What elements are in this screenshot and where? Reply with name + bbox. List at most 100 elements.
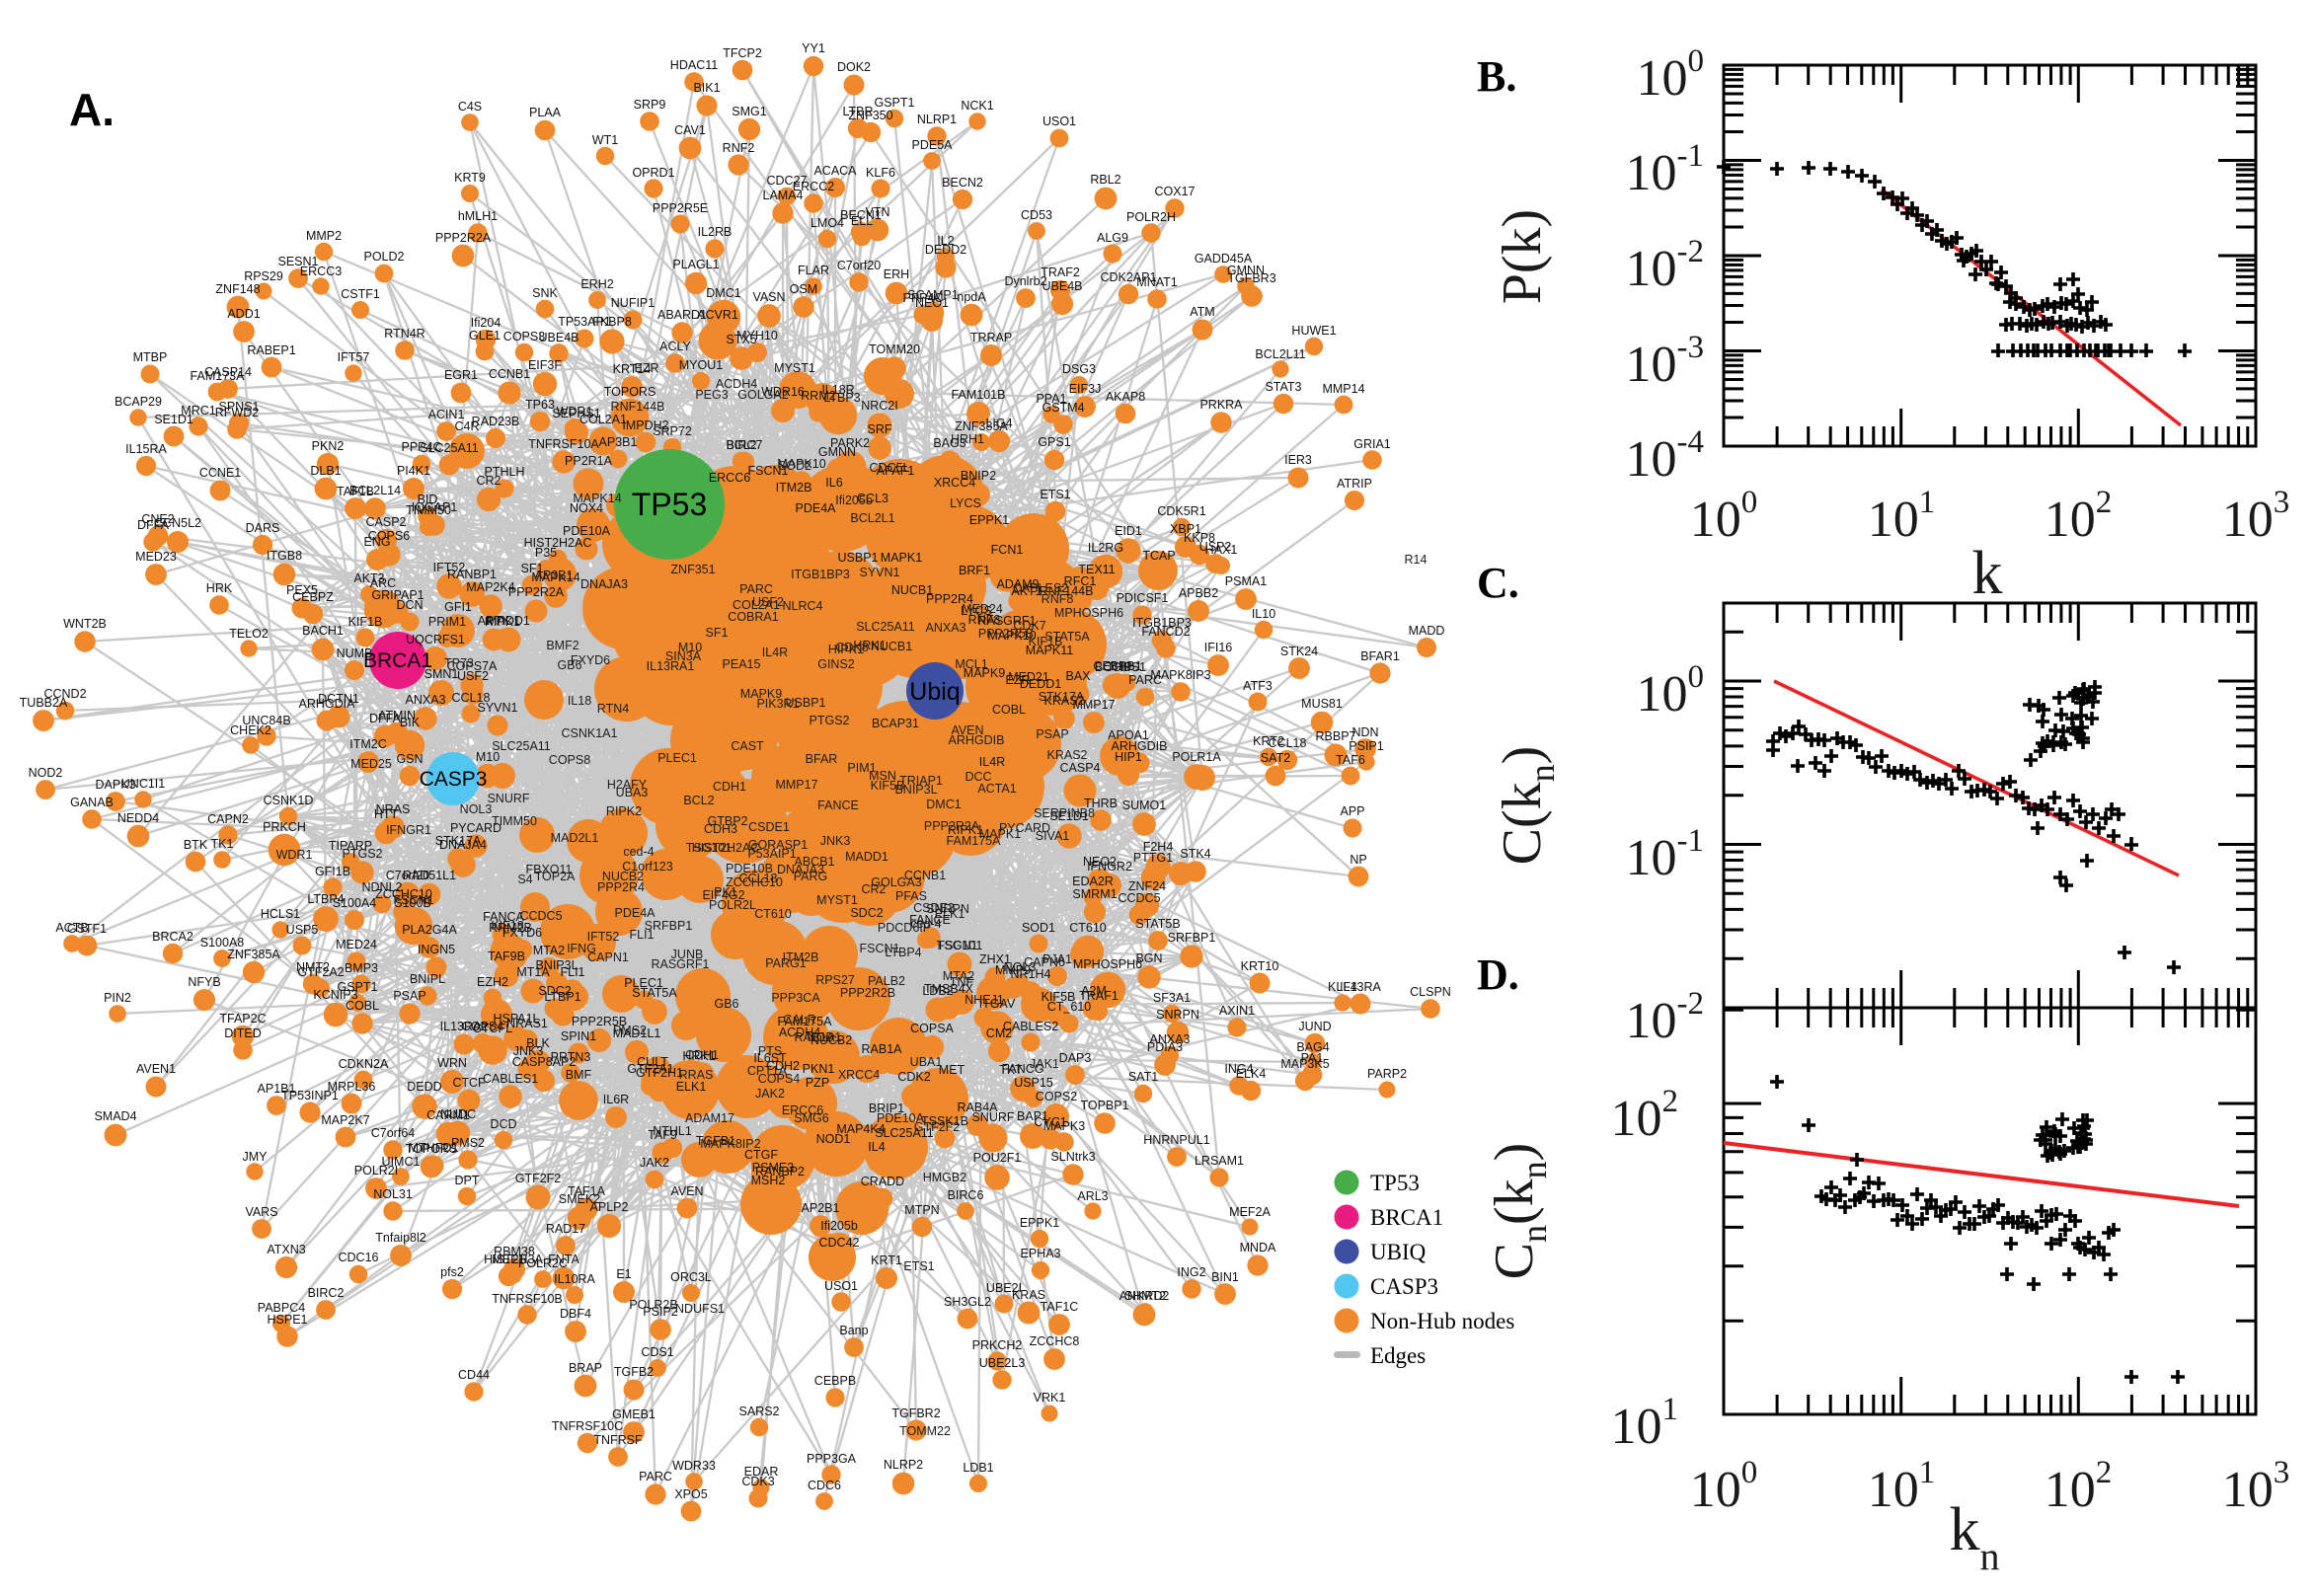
svg-text:TKT: TKT [999,1063,1023,1077]
svg-text:JMY: JMY [243,1150,269,1164]
svg-text:TK1: TK1 [211,837,234,851]
svg-text:JUND: JUND [1298,1020,1331,1033]
svg-text:PSIP2: PSIP2 [643,1305,677,1319]
svg-text:TELO2: TELO2 [229,627,269,641]
svg-text:PZP: PZP [806,1076,829,1090]
svg-text:POLR2H: POLR2H [1126,210,1176,224]
svg-text:HIST2H2AC: HIST2H2AC [524,536,592,550]
svg-text:PI4K1: PI4K1 [397,464,430,478]
svg-text:MYH10: MYH10 [736,329,778,342]
svg-text:USP5: USP5 [286,923,319,937]
svg-text:C.: C. [1477,559,1519,607]
svg-text:TSG101: TSG101 [937,939,983,952]
svg-text:USBP1: USBP1 [838,551,879,565]
svg-text:FAM101B: FAM101B [952,388,1006,402]
svg-text:MT1A: MT1A [516,965,550,979]
svg-text:PPP2R2A: PPP2R2A [924,819,980,833]
svg-text:DCN: DCN [396,598,423,612]
svg-text:RIPK2: RIPK2 [606,804,642,818]
svg-text:ITGB1BP3: ITGB1BP3 [791,568,850,581]
svg-text:PPP3GA: PPP3GA [807,1452,857,1466]
svg-text:FSCN1: FSCN1 [938,939,978,952]
svg-text:MED25: MED25 [350,757,392,771]
svg-text:HSPA1L: HSPA1L [493,1012,539,1026]
svg-text:CAPN2: CAPN2 [207,812,249,826]
svg-text:ZHX1: ZHX1 [979,952,1011,966]
svg-text:SRP72: SRP72 [653,424,692,438]
svg-text:MNDA: MNDA [1240,1241,1276,1254]
svg-text:ADD1: ADD1 [227,307,260,321]
svg-text:DAP3: DAP3 [1059,1051,1092,1065]
svg-text:BECN2: BECN2 [942,176,983,190]
svg-text:PKN2: PKN2 [312,439,345,453]
svg-text:UIMC1: UIMC1 [382,1155,421,1169]
svg-text:BCL2L1: BCL2L1 [850,511,894,525]
svg-text:PARC: PARC [639,1470,672,1483]
svg-text:PYCARD: PYCARD [450,821,502,835]
svg-text:NDNL2: NDNL2 [362,880,403,894]
svg-text:C7orf20: C7orf20 [837,259,882,272]
svg-text:BMF2: BMF2 [546,639,579,652]
svg-text:FSCN1: FSCN1 [394,893,434,907]
svg-text:ced-4: ced-4 [910,917,941,931]
svg-text:NLRC4: NLRC4 [783,599,823,613]
svg-text:POU2F1: POU2F1 [973,1151,1022,1165]
svg-text:RRM2: RRM2 [801,389,835,403]
svg-text:RIPK1: RIPK1 [948,823,983,837]
svg-text:NLRP2: NLRP2 [884,1458,923,1472]
svg-text:MAPK11: MAPK11 [1026,644,1073,657]
svg-text:SNRPN: SNRPN [926,902,969,916]
svg-text:M10: M10 [678,641,702,654]
svg-text:TAF6: TAF6 [1336,753,1365,767]
svg-text:P35: P35 [535,546,557,560]
svg-text:EIF3J: EIF3J [1069,382,1102,396]
svg-text:CDC27: CDC27 [767,174,808,188]
svg-text:PSAP: PSAP [1036,727,1068,741]
svg-text:PLEC1: PLEC1 [657,751,697,765]
svg-text:PMS2: PMS2 [451,1136,485,1150]
svg-text:CCNB1: CCNB1 [489,367,530,381]
svg-text:PA1: PA1 [1301,1051,1324,1065]
svg-text:RRM2B: RRM2B [489,921,532,935]
svg-text:C(kn): C(kn) [1492,746,1562,866]
svg-text:PIK3R1: PIK3R1 [756,697,799,711]
svg-text:WDR1: WDR1 [557,405,593,418]
svg-text:ATRIP: ATRIP [1337,477,1372,491]
svg-text:MADD1: MADD1 [487,614,530,628]
svg-text:HRK1: HRK1 [682,1049,715,1063]
svg-text:AVEN: AVEN [670,1184,703,1198]
svg-text:PARG: PARG [794,870,828,883]
svg-text:CEBPB1: CEBPB1 [1093,659,1141,673]
svg-text:SDC2: SDC2 [850,906,883,920]
svg-text:SMRM1: SMRM1 [1072,887,1117,901]
svg-text:GTF2F2: GTF2F2 [515,1172,562,1185]
svg-text:EIF3F: EIF3F [528,358,562,372]
svg-text:SNURF: SNURF [487,792,529,805]
svg-text:TGFBR2: TGFBR2 [891,1406,940,1420]
svg-text:PRKRA: PRKRA [1199,398,1243,412]
svg-text:DITED: DITED [224,1026,262,1040]
svg-text:CDH1: CDH1 [685,1048,719,1062]
svg-text:CHEK2: CHEK2 [230,723,271,737]
svg-text:SMG1: SMG1 [732,105,766,118]
svg-text:ERH: ERH [884,267,909,281]
svg-text:MRC1: MRC1 [181,404,215,418]
svg-text:MRPL36: MRPL36 [328,1080,376,1094]
svg-text:SEPHS1: SEPHS1 [552,407,600,420]
svg-text:SESN1: SESN1 [278,255,319,268]
svg-text:STK17A: STK17A [1039,690,1085,704]
svg-text:TGFB1: TGFB1 [696,1134,735,1148]
svg-text:FANCE: FANCE [909,913,951,927]
svg-text:AKAP8: AKAP8 [1106,390,1145,404]
svg-text:PDE4A: PDE4A [796,501,837,515]
svg-text:MED24: MED24 [336,938,377,951]
svg-text:UBA3: UBA3 [616,786,649,799]
svg-text:RAD17: RAD17 [546,1222,585,1236]
svg-text:ELK4: ELK4 [1236,1067,1267,1081]
svg-text:KIF1B: KIF1B [1029,635,1063,648]
svg-text:GINS2: GINS2 [817,657,855,671]
svg-text:TIPARP: TIPARP [329,839,372,853]
svg-text:NUMB: NUMB [337,646,373,660]
svg-text:ERCC6: ERCC6 [782,1103,823,1117]
svg-text:PPA1: PPA1 [1036,392,1066,406]
